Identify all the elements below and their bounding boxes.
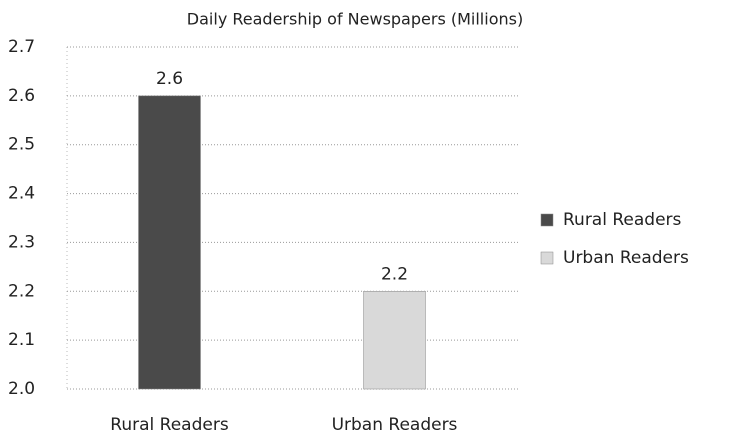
- y-tick-label: 2.2: [8, 281, 35, 301]
- y-tick-label: 2.7: [8, 37, 35, 57]
- data-label: 2.6: [156, 69, 183, 89]
- y-tick-label: 2.1: [8, 330, 35, 350]
- bar: [363, 291, 426, 390]
- data-label: 2.2: [381, 264, 408, 284]
- bar: [138, 95, 201, 390]
- legend-label: Rural Readers: [563, 210, 682, 230]
- x-tick-label: Rural Readers: [110, 415, 229, 435]
- chart-title: Daily Readership of Newspapers (Millions…: [187, 10, 523, 29]
- y-tick-label: 2.6: [8, 86, 35, 106]
- y-tick-label: 2.4: [8, 184, 35, 204]
- y-tick-label: 2.5: [8, 135, 35, 155]
- legend-swatch: [540, 213, 554, 227]
- y-tick-label: 2.3: [8, 232, 35, 252]
- legend-label: Urban Readers: [563, 248, 689, 268]
- x-tick-label: Urban Readers: [332, 415, 458, 435]
- y-tick-label: 2.0: [8, 379, 35, 399]
- legend-swatch: [540, 251, 554, 265]
